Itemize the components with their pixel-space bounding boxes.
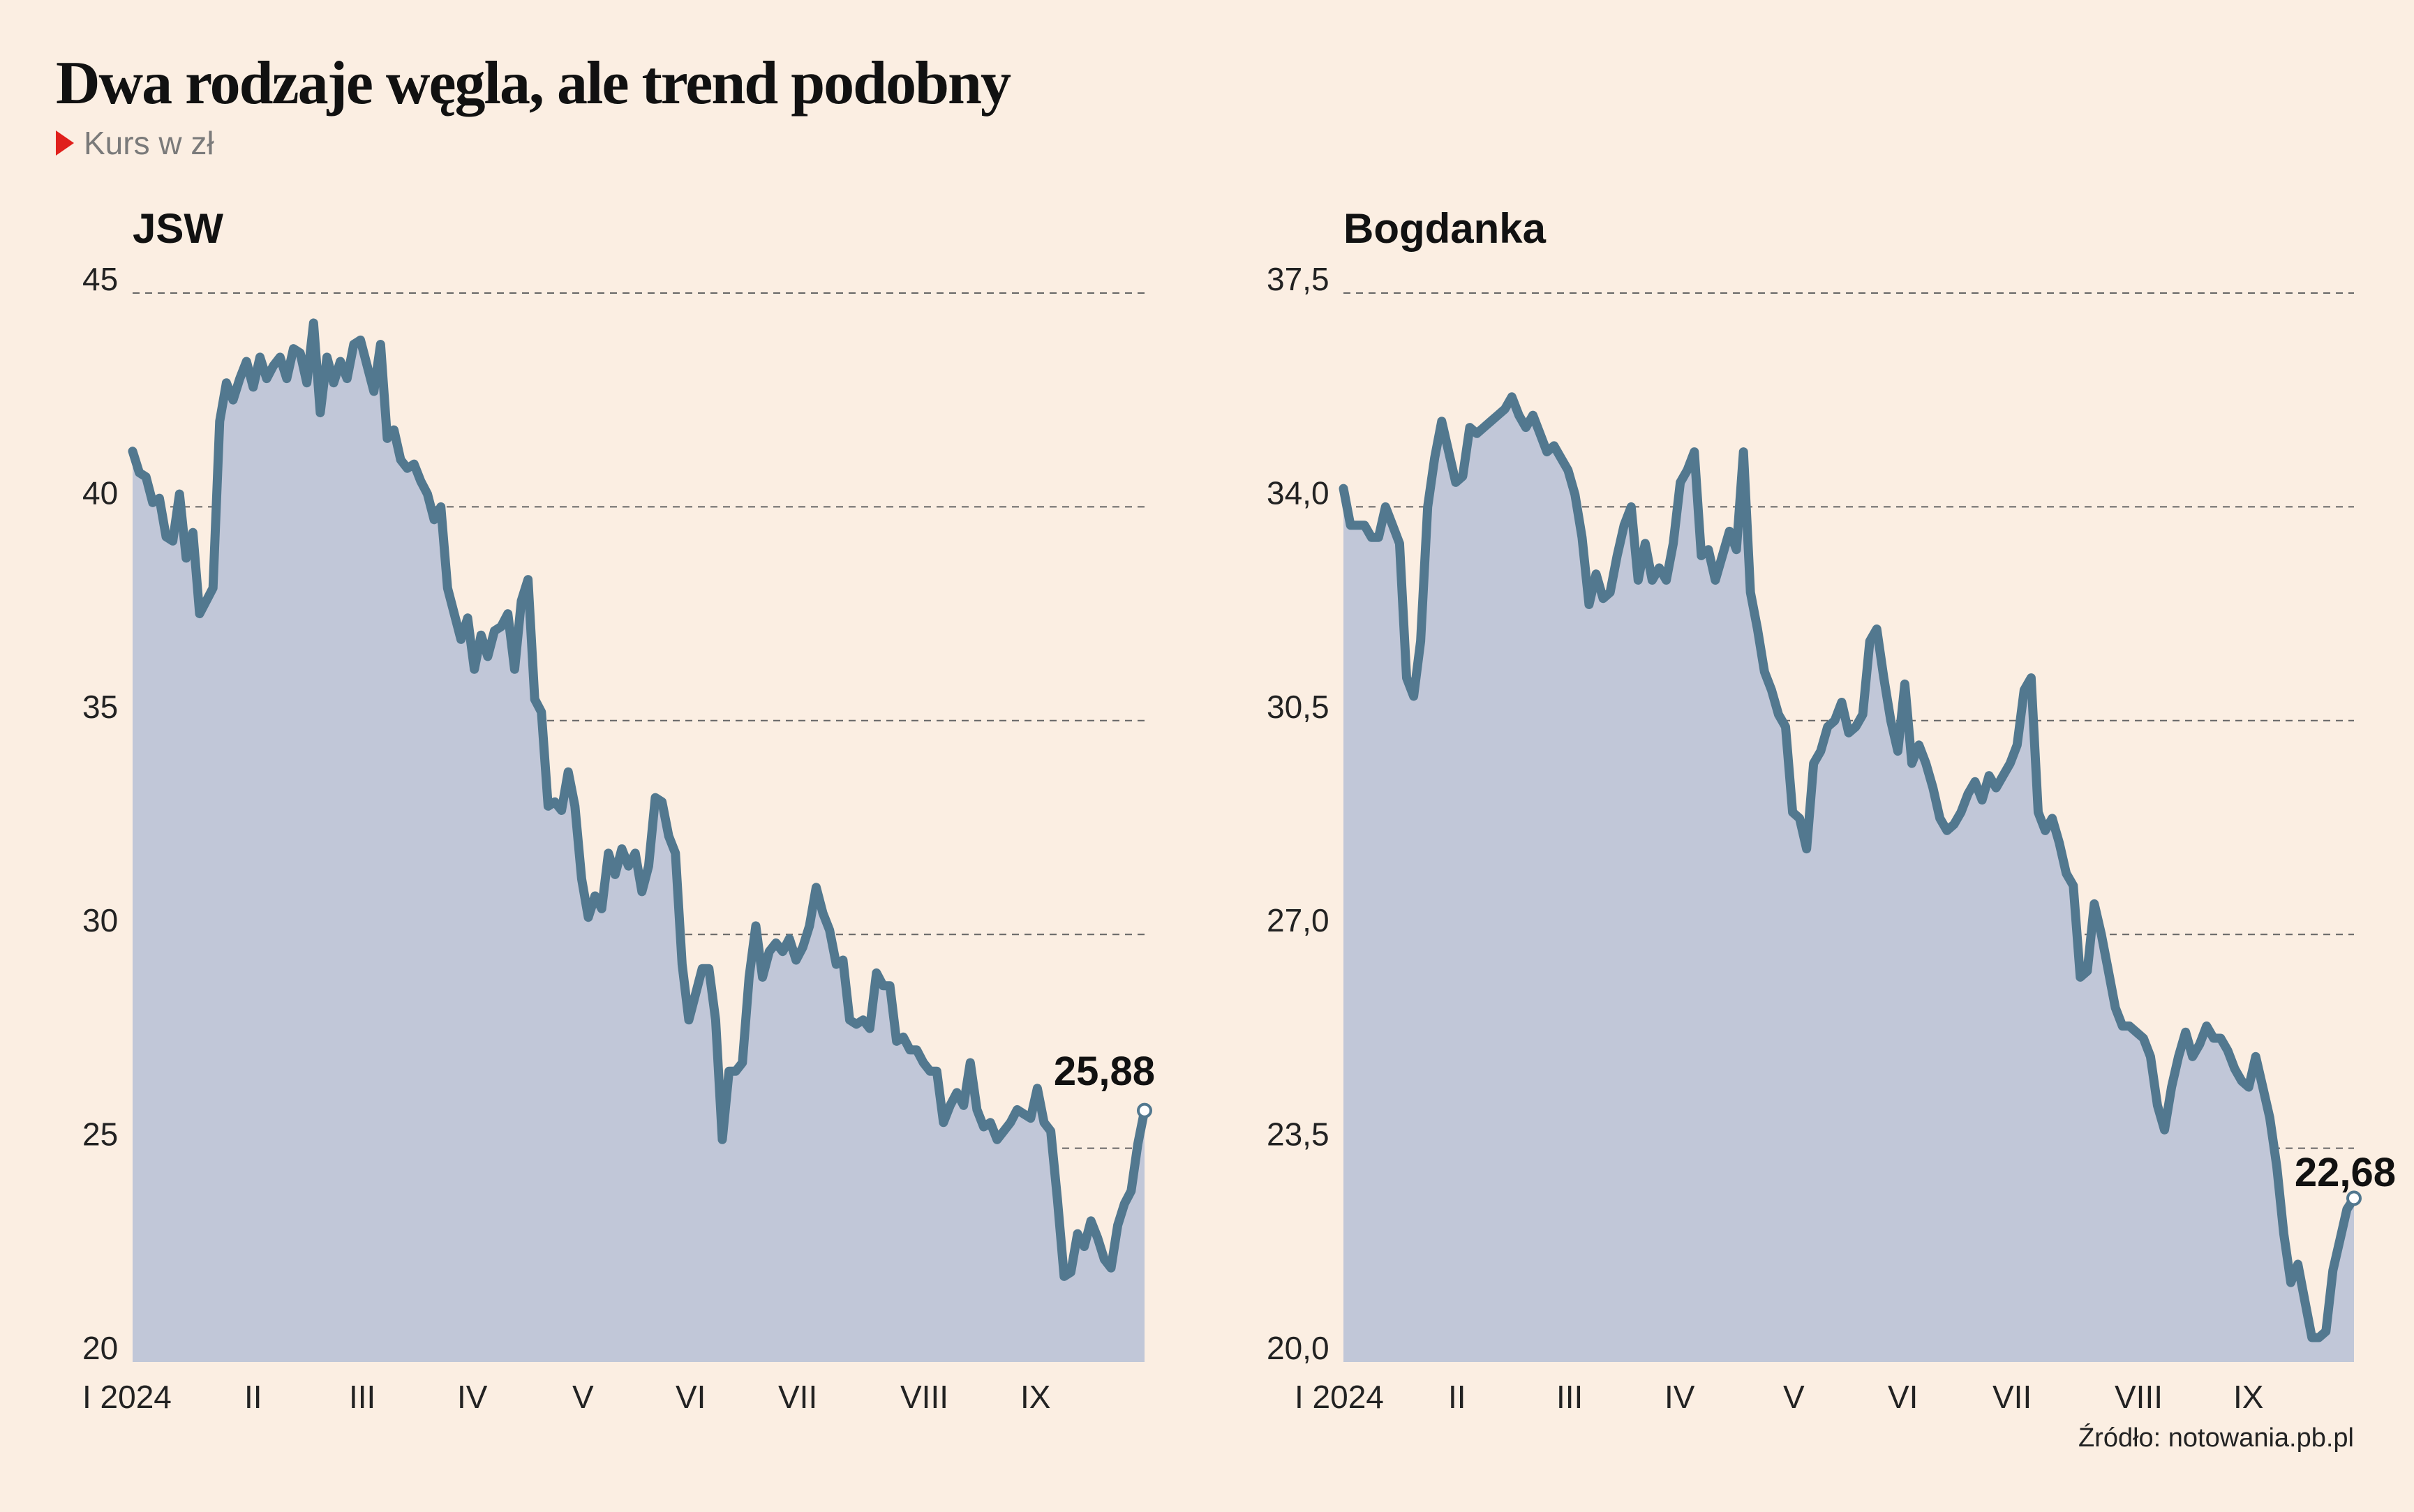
panel1-ytick-label: 35	[82, 689, 118, 725]
panel1-ytick-label: 45	[82, 261, 118, 297]
panel2-xtick-label: VIII	[2115, 1379, 2163, 1415]
panel1-end-value-label: 25,88	[1054, 1049, 1155, 1094]
panel2-xtick-label: IV	[1664, 1379, 1695, 1415]
panel1-xtick-label: II	[244, 1379, 262, 1415]
chart-title: Dwa rodzaje węgla, ale trend podobny	[56, 50, 1011, 117]
panel1-xtick-label: VIII	[900, 1379, 948, 1415]
panel1-xtick-label: VI	[676, 1379, 706, 1415]
panel2-ytick-label: 34,0	[1267, 474, 1329, 511]
panel1-endpoint-marker	[1137, 1102, 1152, 1118]
panel2-xtick-label: II	[1448, 1379, 1466, 1415]
chart-subtitle: Kurs w zł	[56, 124, 214, 162]
panel1-ytick-label: 40	[82, 474, 118, 511]
panel2-ytick-label: 30,5	[1267, 689, 1329, 725]
panel2-ytick-label: 20,0	[1267, 1330, 1329, 1366]
source-note: Źródło: notowania.pb.pl	[2078, 1423, 2354, 1453]
triangle-marker-icon	[56, 130, 74, 156]
panel2-ytick-label: 23,5	[1267, 1116, 1329, 1153]
panel1-xtick-label: IX	[1020, 1379, 1050, 1415]
panel2-xtick-label: VI	[1888, 1379, 1918, 1415]
panel2-end-value-label: 22,68	[2295, 1150, 2396, 1195]
panel1-ytick-label: 25	[82, 1116, 118, 1153]
panel2-xtick-label: I 2024	[1295, 1379, 1384, 1415]
subtitle-text: Kurs w zł	[84, 125, 214, 161]
panel1-ytick-label: 20	[82, 1330, 118, 1366]
panel1-series-line	[128, 318, 1149, 1281]
panel1-xtick-label: IV	[457, 1379, 488, 1415]
panel1-ytick-label: 30	[82, 902, 118, 938]
panel1-xtick-label: I 2024	[82, 1379, 172, 1415]
panel1-xtick-label: VII	[778, 1379, 817, 1415]
panel2-xtick-label: VII	[1992, 1379, 2032, 1415]
panel1-title: JSW	[133, 205, 223, 252]
panel2-xtick-label: V	[1783, 1379, 1805, 1415]
panel1-xtick-label: III	[349, 1379, 375, 1415]
panel2-area	[1343, 396, 2354, 1362]
panel2-endpoint-marker	[2346, 1190, 2362, 1206]
panel1-area	[133, 322, 1145, 1362]
panel2-series-line	[1339, 392, 2359, 1342]
panel2-xtick-label: III	[1556, 1379, 1583, 1415]
panel2-ytick-label: 27,0	[1267, 902, 1329, 938]
panel2-title: Bogdanka	[1343, 205, 1547, 252]
panel2-ytick-label: 37,5	[1267, 261, 1329, 297]
panel2-xtick-label: IX	[2233, 1379, 2263, 1415]
panel1-xtick-label: V	[572, 1379, 594, 1415]
